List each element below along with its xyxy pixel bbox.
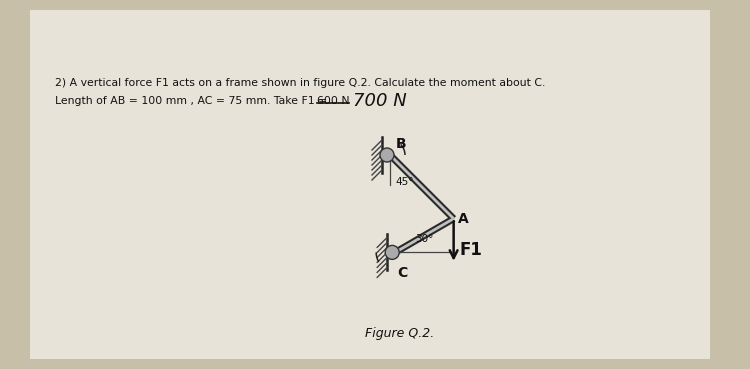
Text: 45°: 45°: [395, 177, 413, 187]
Circle shape: [380, 148, 394, 162]
Text: Length of AB = 100 mm , AC = 75 mm. Take F1 =: Length of AB = 100 mm , AC = 75 mm. Take…: [55, 96, 331, 106]
Circle shape: [386, 245, 399, 259]
Text: B: B: [396, 137, 406, 151]
Text: F1: F1: [460, 241, 482, 259]
Text: A: A: [458, 212, 469, 225]
FancyBboxPatch shape: [30, 10, 710, 359]
Text: 700 N: 700 N: [353, 92, 407, 110]
Text: 30°: 30°: [416, 234, 434, 244]
Text: C: C: [398, 266, 407, 280]
Text: Figure Q.2.: Figure Q.2.: [365, 327, 435, 340]
Text: 600 N: 600 N: [317, 96, 350, 106]
Text: 2) A vertical force F1 acts on a frame shown in figure Q.2. Calculate the moment: 2) A vertical force F1 acts on a frame s…: [55, 78, 545, 88]
